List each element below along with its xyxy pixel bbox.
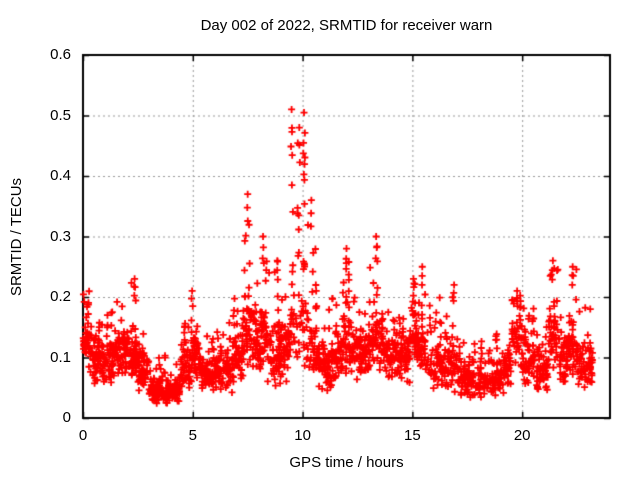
y-tick-label: 0.5 — [50, 106, 71, 124]
y-tick-label: 0.1 — [50, 348, 71, 366]
x-tick-label: 5 — [188, 427, 197, 444]
y-tick-label: 0.2 — [50, 288, 71, 305]
x-tick-label: 15 — [404, 427, 421, 444]
y-tick-label: 0.6 — [50, 46, 71, 63]
x-tick-label: 10 — [294, 427, 311, 444]
y-tick-label: 0.3 — [50, 227, 71, 245]
x-tick-label: 20 — [513, 427, 531, 444]
y-tick-label: 0 — [62, 409, 71, 426]
y-tick-label: 0.4 — [50, 167, 71, 184]
x-tick-label: 0 — [78, 427, 88, 444]
x-axis-label: GPS time / hours — [289, 454, 404, 471]
chart-title: Day 002 of 2022, SRMTID for receiver war… — [200, 17, 493, 34]
